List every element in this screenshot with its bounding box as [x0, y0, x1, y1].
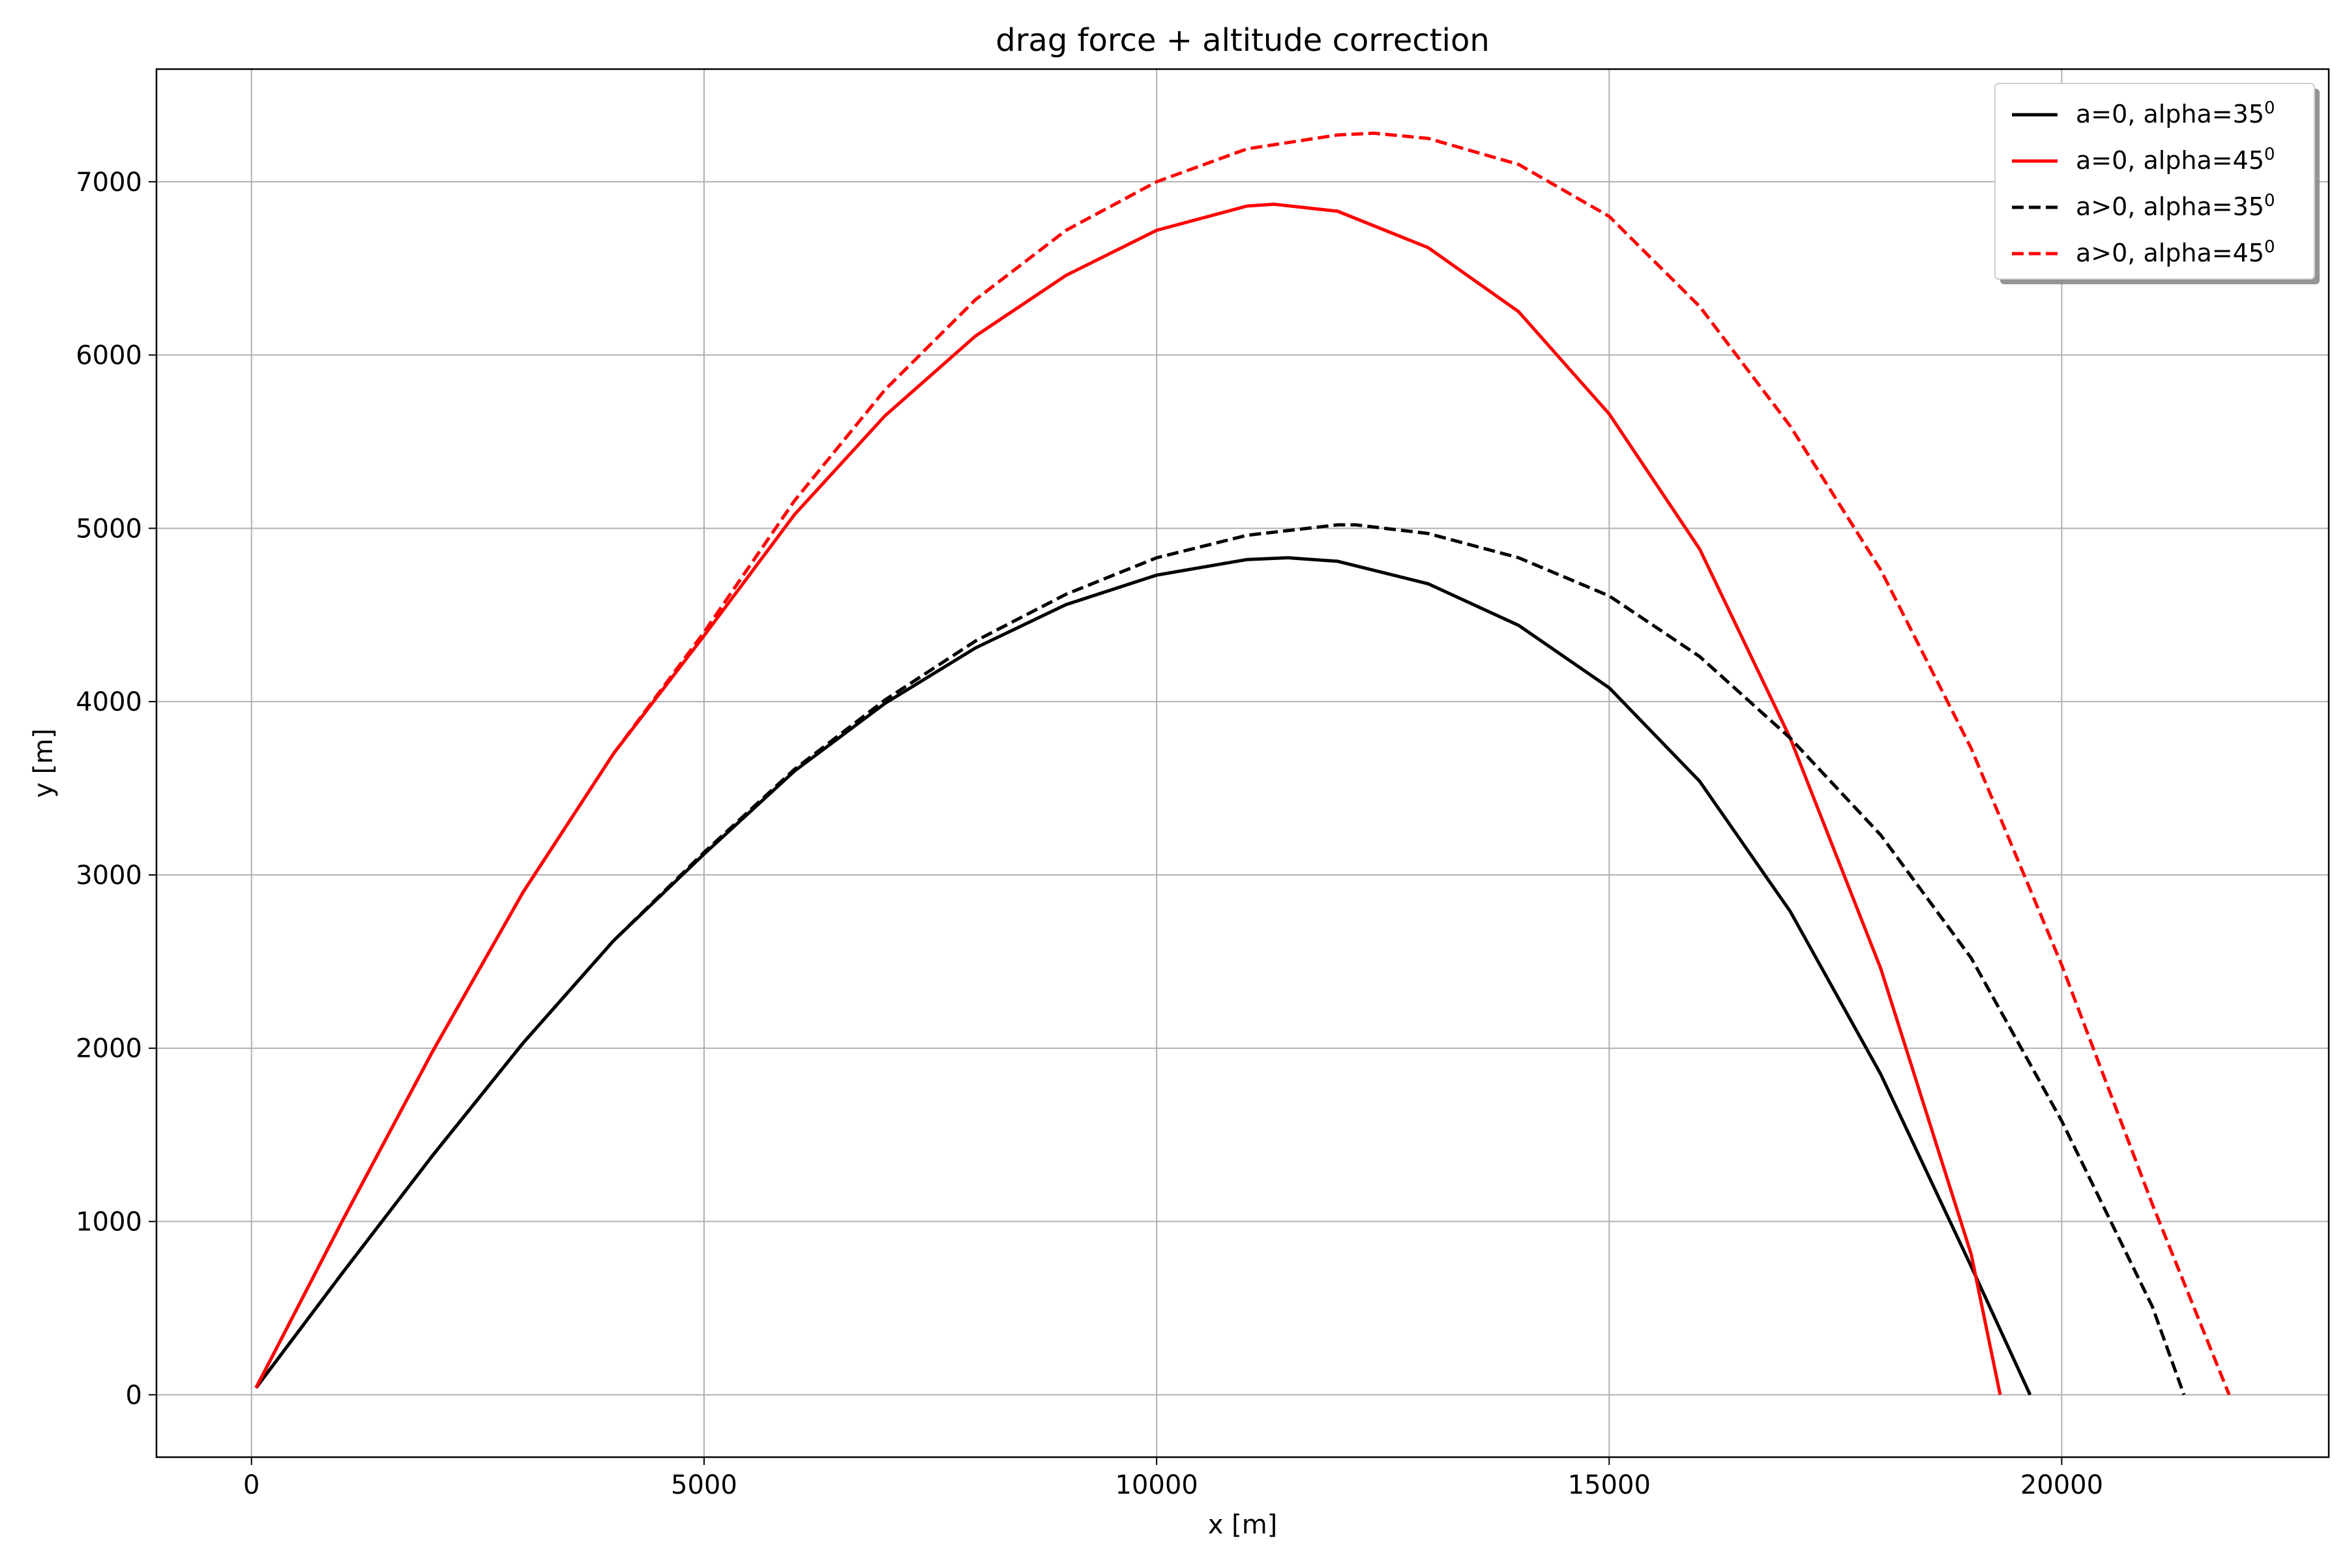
y-tick-label: 7000 [76, 168, 142, 198]
series-group [254, 131, 2231, 1396]
y-axis-label: y [m] [29, 728, 59, 798]
series-line-3 [254, 523, 2186, 1396]
y-tick-label: 2000 [76, 1034, 142, 1064]
x-tick-label: 20000 [2020, 1470, 2103, 1500]
series-line-4 [254, 131, 2231, 1396]
y-tick-label: 3000 [76, 861, 142, 891]
legend-label-3: a>0, alpha=350 [2076, 191, 2275, 221]
y-tick-label: 1000 [76, 1207, 142, 1237]
axis-ticks: 0 5000 10000 15000 20000 0 1000 2000 3000 4000 500… [76, 168, 2103, 1500]
series-line-1 [254, 556, 2032, 1396]
x-tick-label: 5000 [671, 1470, 737, 1500]
legend: a=0, alpha=350 a=0, alpha=450 a>0, alpha=3… [1994, 83, 2320, 284]
x-axis-label: x [m] [1208, 1510, 1278, 1540]
legend-box [1994, 83, 2315, 280]
y-tick-label: 5000 [76, 514, 142, 544]
legend-label-1: a=0, alpha=350 [2076, 98, 2275, 128]
x-tick-label: 0 [243, 1470, 259, 1500]
y-tick-label: 4000 [76, 687, 142, 717]
chart-title: drag force + altitude correction [996, 22, 1490, 59]
y-tick-label: 6000 [76, 341, 142, 371]
x-tick-label: 10000 [1115, 1470, 1198, 1500]
plot-frame [155, 68, 2330, 1458]
legend-label-4: a>0, alpha=450 [2076, 237, 2275, 267]
x-tick-label: 15000 [1568, 1470, 1651, 1500]
legend-label-2: a=0, alpha=450 [2076, 145, 2275, 175]
y-tick-label: 0 [126, 1380, 142, 1410]
